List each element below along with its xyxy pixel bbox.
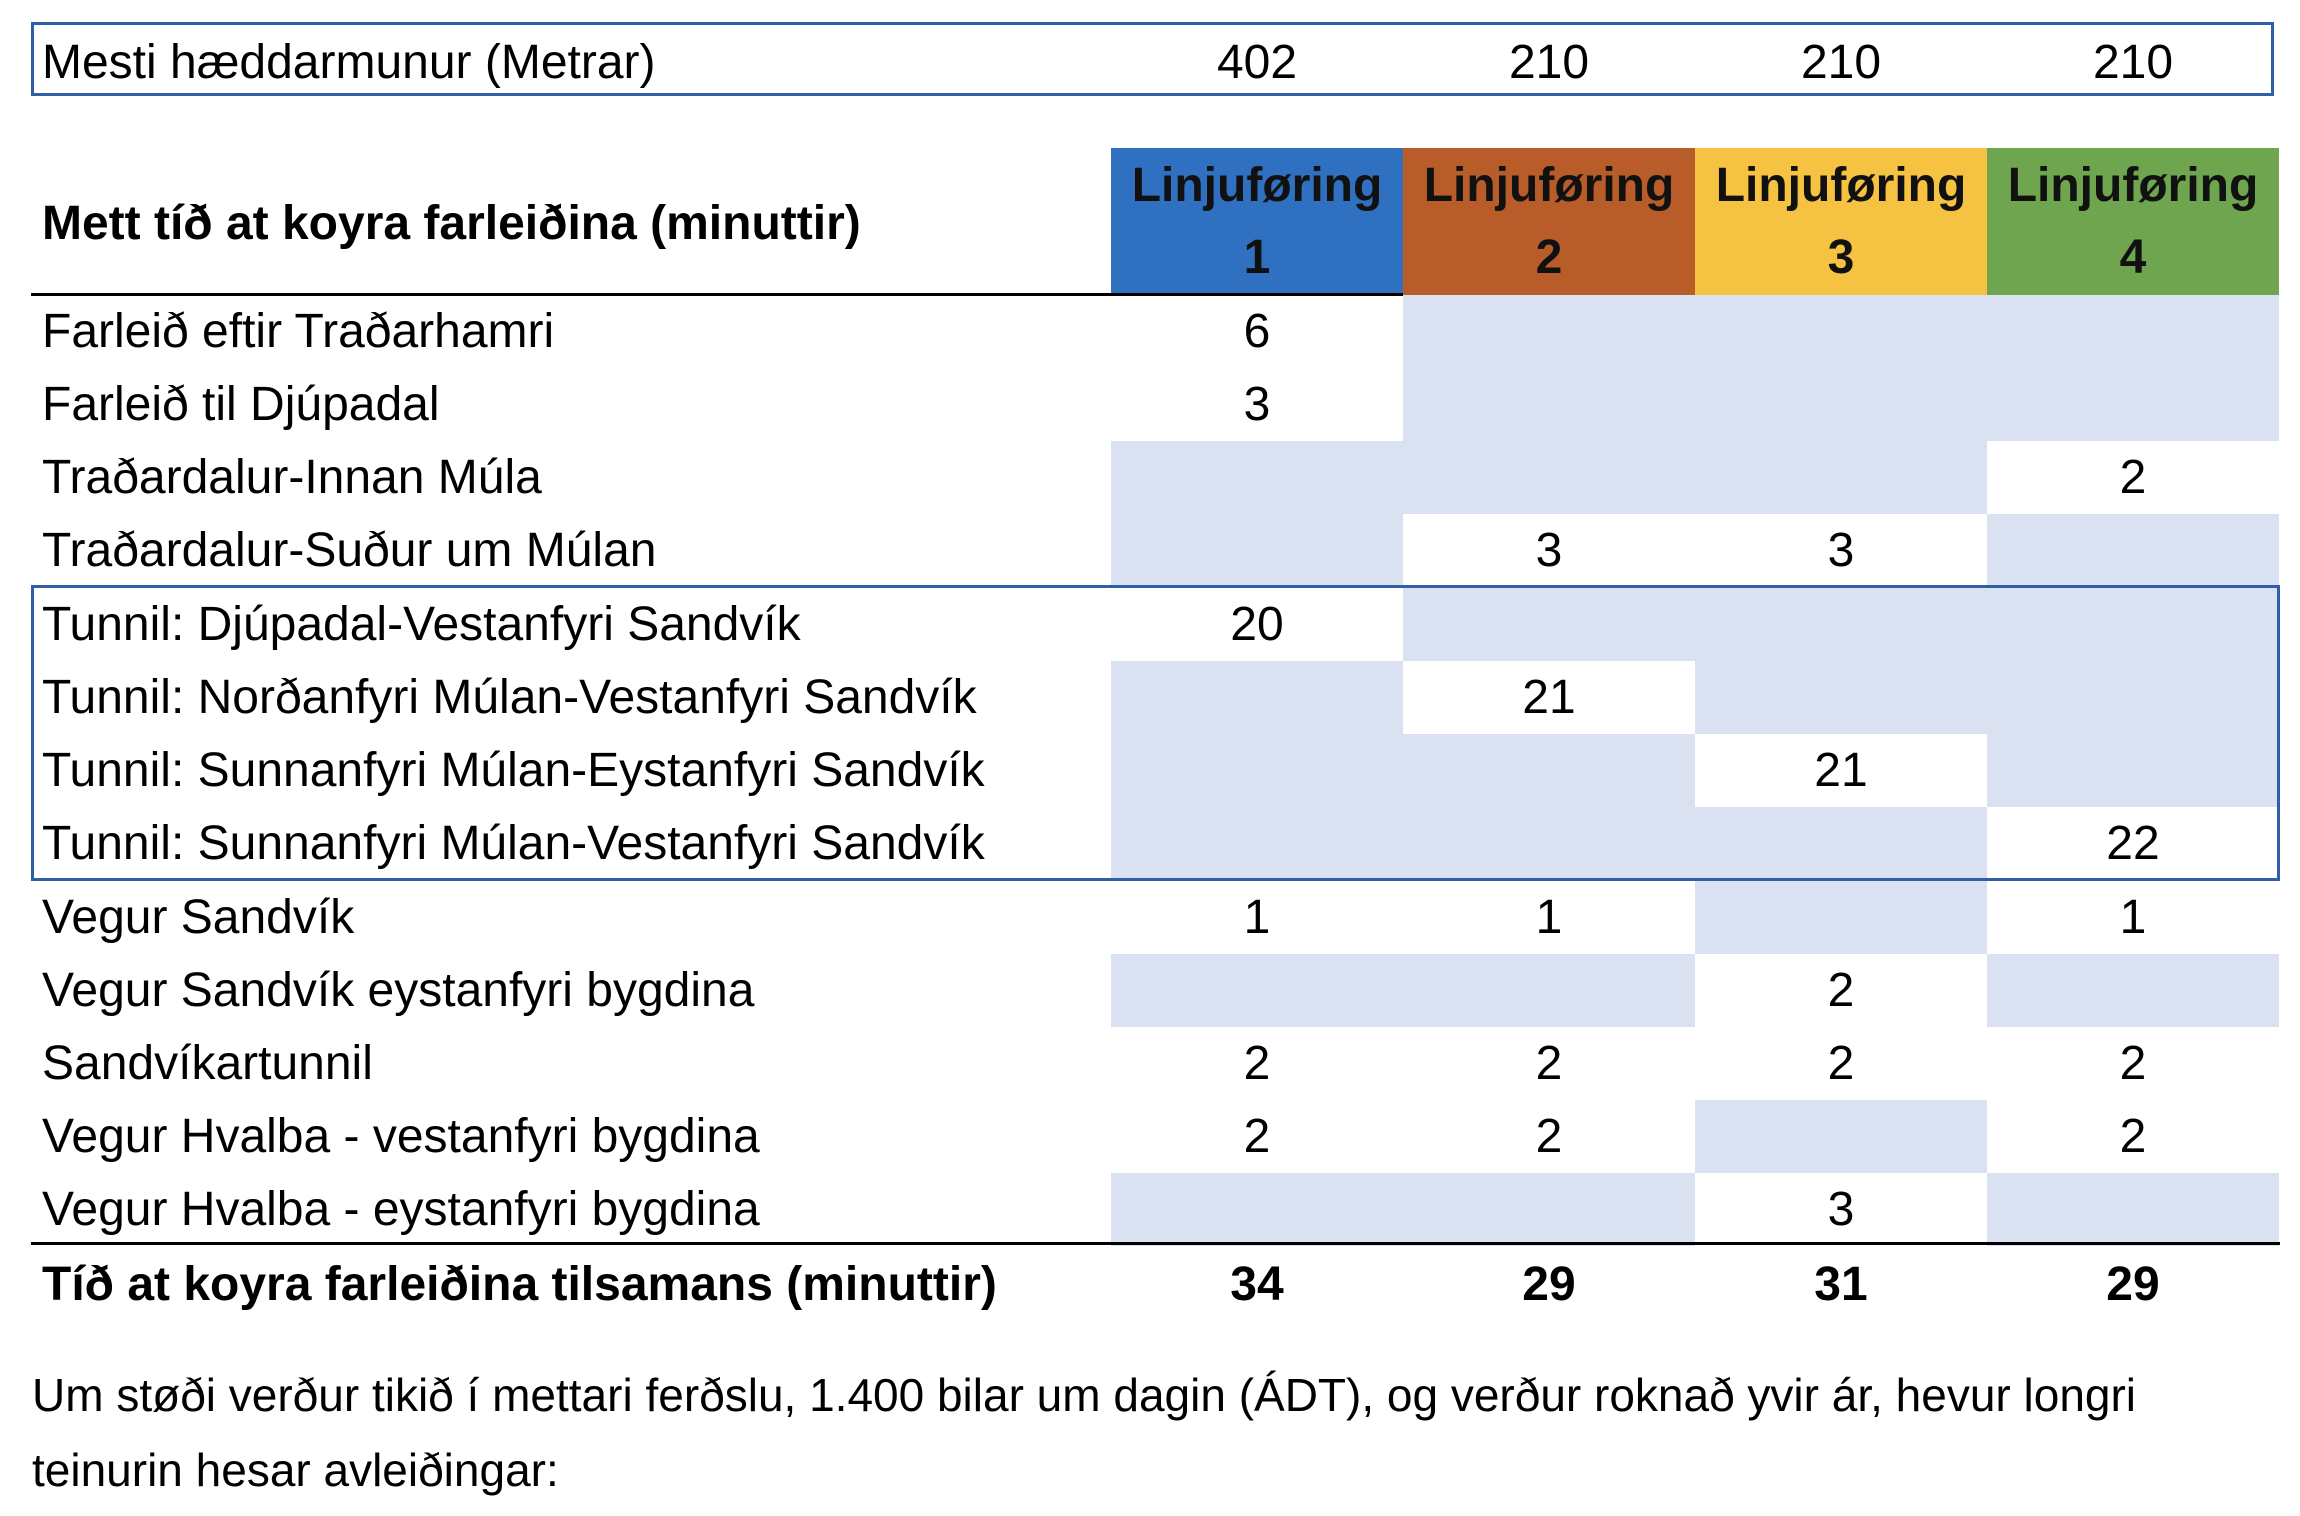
value-cell: 2: [1535, 1037, 1563, 1090]
column-header-1: Linjuføring 1: [1111, 148, 1403, 295]
empty-cell: [1111, 441, 1403, 514]
note-paragraph: Um støði verður tikið í mettari ferðslu,…: [32, 1369, 2137, 1496]
value-cell: 2: [2119, 451, 2147, 504]
empty-cell: [1695, 807, 1987, 880]
row-label: Tunnil: Norðanfyri Múlan-Vestanfyri Sand…: [42, 671, 977, 724]
row-label: Tunnil: Djúpadal-Vestanfyri Sandvík: [42, 598, 801, 651]
column-header-2: Linjuføring 2: [1403, 148, 1695, 295]
column-header-3: Linjuføring 3: [1695, 148, 1987, 295]
empty-cell: [1403, 441, 1695, 514]
empty-cell: [1695, 368, 1987, 441]
value-cell: 3: [1535, 524, 1563, 577]
total-value-2: 29: [1522, 1258, 1576, 1311]
empty-cell: [1695, 661, 1987, 734]
row-label: Traðardalur-Suður um Múlan: [42, 524, 657, 577]
summary-value-1: 402: [1216, 36, 1298, 89]
empty-cell: [1403, 954, 1695, 1027]
row-label: Vegur Sandvík eystanfyri bygdina: [42, 964, 755, 1017]
summary-value-3: 210: [1800, 36, 1882, 89]
row-label: Vegur Hvalba - eystanfyri bygdina: [42, 1183, 760, 1236]
empty-cell: [1695, 588, 1987, 661]
empty-cell: [1403, 1173, 1695, 1246]
value-cell: 1: [1535, 891, 1563, 944]
value-cell: 2: [1827, 1037, 1855, 1090]
total-value-1: 34: [1230, 1258, 1284, 1311]
header-divider: [31, 293, 1403, 296]
empty-cell: [1987, 514, 2279, 587]
empty-cell: [1987, 1173, 2279, 1246]
row-label: Farleið til Djúpadal: [42, 378, 440, 431]
empty-cell: [1987, 734, 2279, 807]
empty-cell: [1111, 954, 1403, 1027]
total-label: Tíð at koyra farleiðina tilsamans (minut…: [42, 1258, 997, 1311]
summary-value-2: 210: [1508, 36, 1590, 89]
column-header-4-line1: Linjuføring: [2007, 158, 2259, 212]
column-header-4-line2: 4: [2119, 230, 2147, 284]
empty-cell: [1695, 295, 1987, 368]
value-cell: 1: [1243, 891, 1271, 944]
empty-cell: [1111, 1173, 1403, 1246]
column-header-3-line2: 3: [1827, 230, 1855, 284]
value-cell: 2: [1243, 1110, 1271, 1163]
column-header-2-line2: 2: [1535, 230, 1563, 284]
value-cell: 2: [1535, 1110, 1563, 1163]
value-cell: 2: [1827, 964, 1855, 1017]
value-cell: 3: [1243, 378, 1271, 431]
total-value-3: 31: [1814, 1258, 1868, 1311]
empty-cell: [1403, 295, 1695, 368]
table-title: Mett tíð at koyra farleiðina (minuttir): [42, 197, 861, 250]
value-cell: 3: [1827, 1183, 1855, 1236]
value-cell: 20: [1230, 598, 1284, 651]
column-header-2-line1: Linjuføring: [1423, 158, 1675, 212]
empty-cell: [1403, 588, 1695, 661]
empty-cell: [1987, 295, 2279, 368]
column-header-1-line1: Linjuføring: [1131, 158, 1383, 212]
row-label: Vegur Hvalba - vestanfyri bygdina: [42, 1110, 760, 1163]
summary-value-4: 210: [2092, 36, 2174, 89]
empty-cell: [1403, 807, 1695, 880]
column-header-4: Linjuføring 4: [1987, 148, 2279, 295]
value-cell: 21: [1522, 671, 1576, 724]
empty-cell: [1111, 661, 1403, 734]
empty-cell: [1695, 881, 1987, 954]
value-cell: 3: [1827, 524, 1855, 577]
value-cell: 22: [2106, 817, 2160, 870]
value-cell: 2: [1243, 1037, 1271, 1090]
value-cell: 2: [2119, 1110, 2147, 1163]
value-cell: 6: [1243, 305, 1271, 358]
empty-cell: [1403, 734, 1695, 807]
empty-cell: [1987, 954, 2279, 1027]
empty-cell: [1111, 514, 1403, 587]
column-header-1-line2: 1: [1243, 230, 1271, 284]
empty-cell: [1987, 661, 2279, 734]
value-cell: 2: [2119, 1037, 2147, 1090]
column-header-3-line1: Linjuføring: [1715, 158, 1967, 212]
row-label: Vegur Sandvík: [42, 891, 355, 944]
value-cell: 21: [1814, 744, 1868, 797]
row-label: Sandvíkartunnil: [42, 1037, 373, 1090]
empty-cell: [1695, 1100, 1987, 1173]
row-label: Tunnil: Sunnanfyri Múlan-Eystanfyri Sand…: [42, 744, 985, 797]
empty-cell: [1695, 441, 1987, 514]
empty-cell: [1111, 807, 1403, 880]
empty-cell: [1987, 588, 2279, 661]
empty-cell: [1111, 734, 1403, 807]
total-value-4: 29: [2106, 1258, 2160, 1311]
empty-cell: [1987, 368, 2279, 441]
value-cell: 1: [2119, 891, 2147, 944]
row-label: Farleið eftir Traðarhamri: [42, 305, 555, 358]
row-label: Tunnil: Sunnanfyri Múlan-Vestanfyri Sand…: [42, 817, 985, 870]
row-label: Traðardalur-Innan Múla: [42, 451, 542, 504]
total-divider: [31, 1242, 2280, 1245]
summary-label: Mesti hæddarmunur (Metrar): [42, 36, 656, 89]
empty-cell: [1403, 368, 1695, 441]
summary-row: [31, 22, 2274, 96]
